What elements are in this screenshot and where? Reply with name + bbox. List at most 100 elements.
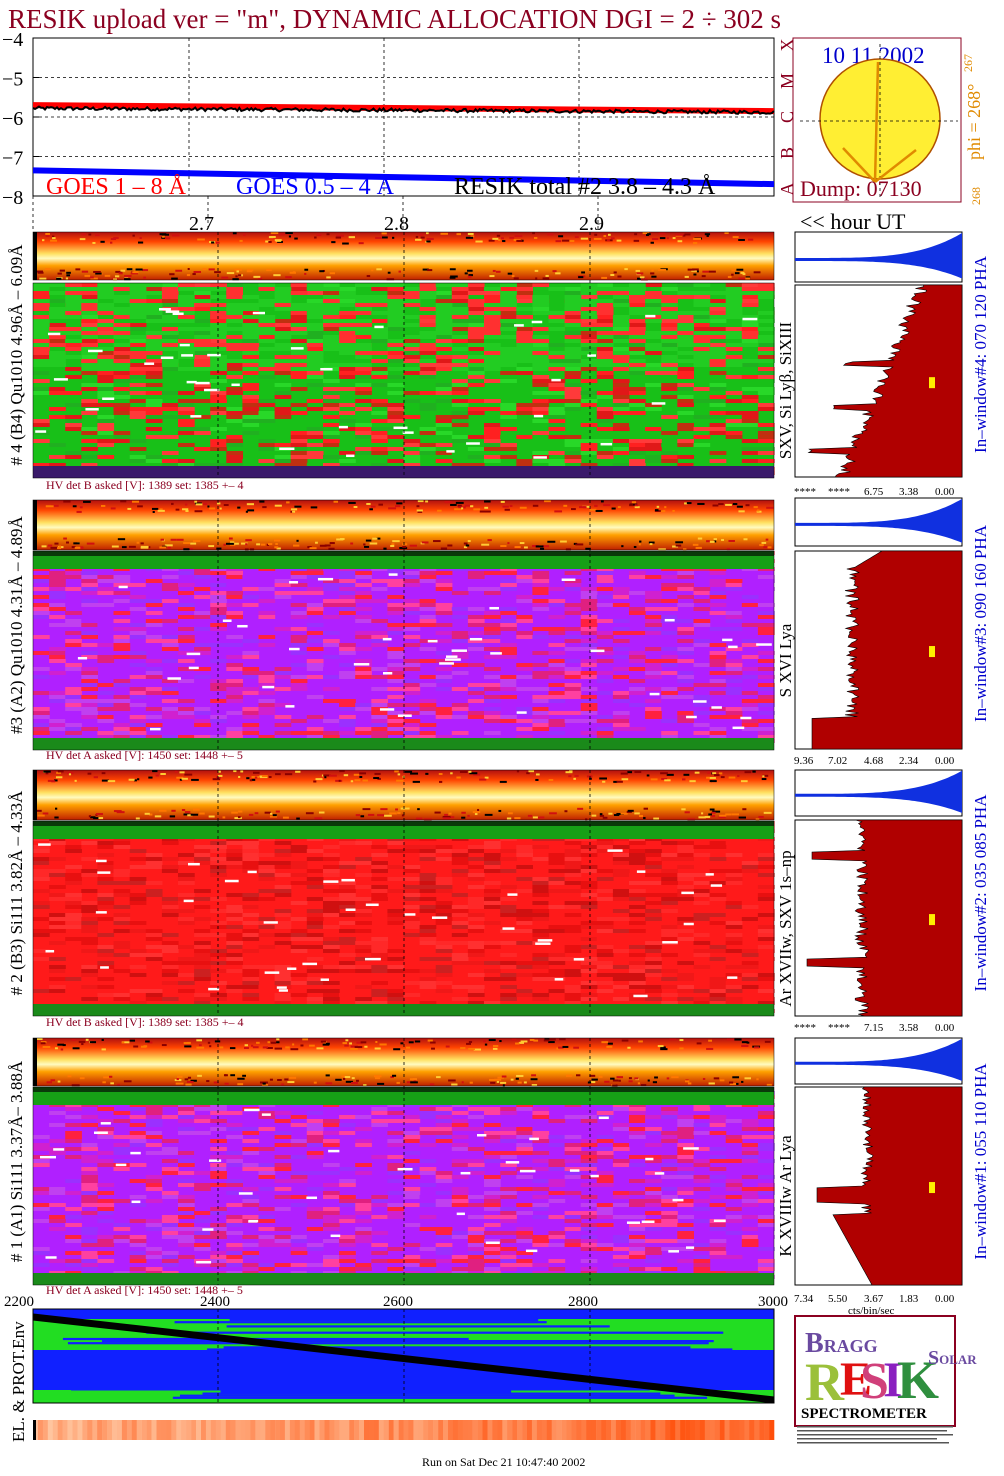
profile-xtick-label: 6.75 [864, 486, 884, 498]
spectrogram-bottom-band [33, 1273, 774, 1285]
spectral-panel-2: HV det B asked [V]: 1389 set: 1385 +– 4 #… [7, 769, 990, 1034]
in-window-label: In–window#4: 070 120 PHA [971, 255, 990, 453]
spectrogram-frame [32, 820, 775, 1017]
legend-goes-long: GOES 1 – 8 Å [46, 174, 187, 200]
profile-xtick-label: **** [794, 486, 816, 498]
profile-xtick-label: 3.67 [864, 1293, 884, 1305]
profile-xtick-label: 4.68 [864, 755, 884, 767]
page-title: RESIK upload ver = "m", DYNAMIC ALLOCATI… [8, 4, 781, 34]
pointing-arrow [873, 61, 880, 183]
spectral-profile [806, 819, 963, 1017]
goes-xtick-label: 2.8 [384, 213, 409, 235]
profile-xtick-label: **** [794, 1022, 816, 1034]
env-label: EL. & PROT.Env [9, 1321, 28, 1442]
goes-class-label: A [777, 183, 797, 196]
spectral-panel-3: HV det A asked [V]: 1450 set: 1448 +– 5 #… [7, 497, 990, 767]
logo-k: K [897, 1350, 939, 1410]
pha-histogram [795, 498, 962, 543]
strip-frame [32, 1037, 775, 1087]
profile-xtick-label: **** [828, 486, 850, 498]
resik-total-curve [32, 105, 775, 115]
profile-xtick-label: 7.34 [794, 1293, 814, 1305]
strip-band [33, 770, 774, 820]
hv-status: HV det A asked [V]: 1450 set: 1448 +– 5 [46, 748, 243, 762]
env-xtick-label: 3000 [758, 1294, 788, 1310]
env-grid [217, 1309, 591, 1403]
env-heat-strip [33, 1420, 775, 1440]
goes-class-scale: X M C B A [777, 39, 797, 196]
hv-status: HV det A asked [V]: 1450 set: 1448 +– 5 [46, 1283, 243, 1297]
env-xtick-label: 2200 [4, 1294, 34, 1310]
panel-channel-label: #3 (A2) Qu1010 4.31Å – 4.89Å [7, 515, 26, 733]
goes-ytick-label: −8 [2, 187, 23, 209]
logo-r: R [805, 1352, 845, 1412]
profile-xtick-label: 0.00 [935, 1293, 955, 1305]
pointing-arrow-head-r [874, 149, 917, 183]
pha-histogram [795, 770, 962, 813]
logo-i: I [883, 1351, 902, 1407]
phi-bottom: 268 [969, 187, 983, 205]
spectrogram-bottom-band [33, 466, 774, 478]
hour-ut-label: << hour UT [800, 209, 906, 234]
panel-line-label: K XVIIIw Ar Lya [776, 1135, 795, 1257]
strip-left-edge [33, 232, 37, 280]
goes-class-label: B [777, 147, 797, 159]
window-marker [929, 377, 935, 389]
legend-goes-short: GOES 0.5 – 4 Å [236, 174, 395, 200]
spectrogram-frame [32, 282, 775, 479]
spectral-panel-4: HV det B asked [V]: 1389 set: 1385 +– 4 #… [7, 231, 990, 498]
profile-x-axis: **** **** 7.15 3.58 0.00 [794, 1022, 955, 1034]
profile-xtick-label: 7.15 [864, 1022, 884, 1034]
profile-x-axis: 7.34 5.50 3.67 1.83 0.00 cts/bin/sec [794, 1293, 955, 1317]
logo-fineprint [797, 1426, 953, 1444]
environment-panel: 2200 2400 2600 2800 3000 EL. & PROT.Env [4, 1294, 788, 1442]
strip-frame [32, 499, 775, 551]
env-xtick-label: 2800 [568, 1294, 598, 1310]
strip-noise [35, 232, 761, 281]
profile-xtick-label: 9.36 [794, 755, 814, 767]
logo-e: E [840, 1353, 872, 1406]
goes-xtick-label: 2.7 [189, 213, 214, 235]
profile-xtick-label: 0.00 [935, 1022, 955, 1034]
goes-ytick-label: −4 [2, 29, 23, 51]
goes-series [32, 102, 775, 188]
dump-number: Dump: 07130 [800, 176, 922, 201]
spectrogram-frame [32, 1086, 775, 1286]
profile-x-axis: **** **** 6.75 3.38 0.00 [794, 486, 955, 498]
spectral-profile [811, 550, 963, 750]
in-window-label: In–window#2: 035 085 PHA [971, 794, 990, 992]
profile-xtick-label: **** [828, 1022, 850, 1034]
profile-xtick-label: 3.38 [899, 486, 919, 498]
profile-xtick-label: 1.83 [899, 1293, 919, 1305]
env-x-axis: 2200 2400 2600 2800 3000 [4, 1294, 788, 1310]
goes-short-curve [32, 167, 775, 188]
goes-long-curve [32, 102, 775, 115]
spectral-panels: HV det B asked [V]: 1389 set: 1385 +– 4 #… [7, 231, 990, 1317]
logo-solar: SOLAR [928, 1347, 977, 1369]
profile-x-axis: 9.36 7.02 4.68 2.34 0.00 [794, 755, 955, 767]
profile-xtick-label: 3.58 [899, 1022, 919, 1034]
strip-band [33, 232, 774, 280]
profile-xtick-label: 2.34 [899, 755, 919, 767]
panel-line-label: S XVI Lya [776, 623, 795, 697]
spectrogram-cells [33, 283, 775, 475]
strip-band [33, 1038, 774, 1086]
logo-s: S [860, 1353, 889, 1410]
spectral-panel-1: HV det A asked [V]: 1450 set: 1448 +– 5 #… [7, 1037, 990, 1317]
profile-xtick-label: 0.00 [935, 486, 955, 498]
strip-frame [32, 769, 775, 821]
panel-line-label: Ar XVIIw, SXV 1s–np [776, 850, 795, 1006]
goes-ytick-label: −5 [2, 69, 23, 91]
env-trend-line [32, 1313, 775, 1404]
profile-xtick-label: 7.02 [828, 755, 847, 767]
env-xtick-label: 2400 [200, 1294, 230, 1310]
profile-xtick-label: 0.00 [935, 755, 955, 767]
strip-left-edge [33, 500, 37, 550]
phi-sup: 267 [961, 54, 975, 72]
strip-noise [35, 1038, 772, 1087]
pointing-arrow-head-l [842, 147, 876, 183]
env-top-blue [33, 1309, 774, 1319]
panel-line-label: SXV, Si Lyβ, SiXIII [776, 322, 795, 460]
goes-ytick-label: −7 [2, 148, 23, 170]
